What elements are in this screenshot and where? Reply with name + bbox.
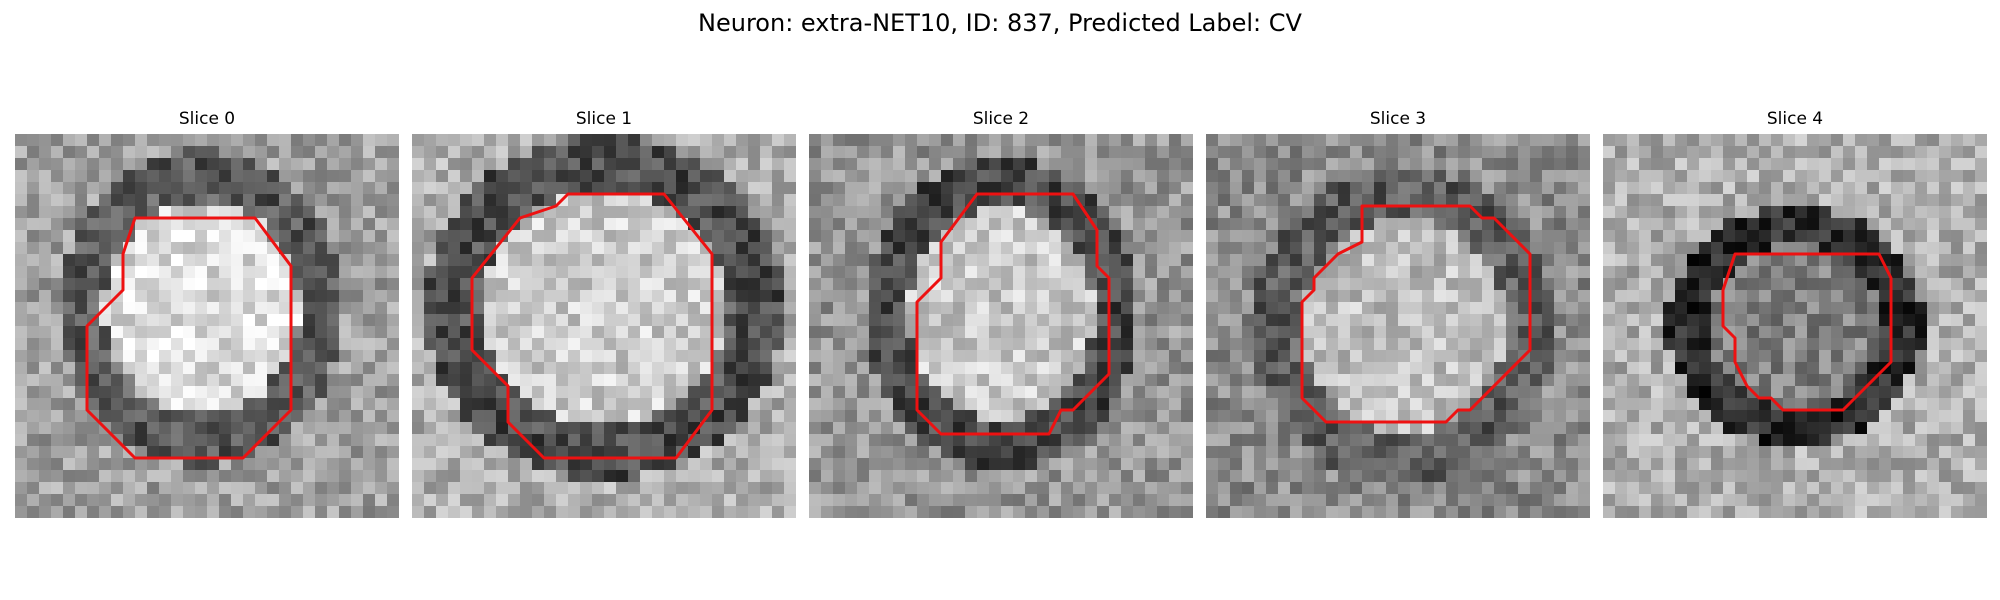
slice-title-3: Slice 3 (1369, 109, 1427, 129)
slice-title-4: Slice 4 (1766, 109, 1824, 129)
slice-contour-1 (470, 192, 714, 460)
slice-image-2 (809, 134, 1193, 518)
slice-title-1: Slice 1 (575, 109, 633, 129)
slice-contour-4 (1721, 252, 1893, 412)
slice-contour-0 (85, 216, 293, 460)
slice-title-0: Slice 0 (178, 109, 236, 129)
slice-panel-1: Slice 1 (412, 108, 796, 518)
slice-panel-0: Slice 0 (15, 108, 399, 518)
slice-contour-2 (915, 192, 1111, 436)
slice-image-3 (1206, 134, 1590, 518)
slice-panel-2: Slice 2 (809, 108, 1193, 518)
slice-image-1 (412, 134, 796, 518)
slice-image-0 (15, 134, 399, 518)
figure-title: Neuron: extra-NET10, ID: 837, Predicted … (698, 9, 1302, 37)
slice-image-4 (1603, 134, 1987, 518)
slice-contour-3 (1300, 204, 1532, 424)
slice-title-2: Slice 2 (972, 109, 1030, 129)
slice-panel-3: Slice 3 (1206, 108, 1590, 518)
slice-panel-4: Slice 4 (1603, 108, 1987, 518)
